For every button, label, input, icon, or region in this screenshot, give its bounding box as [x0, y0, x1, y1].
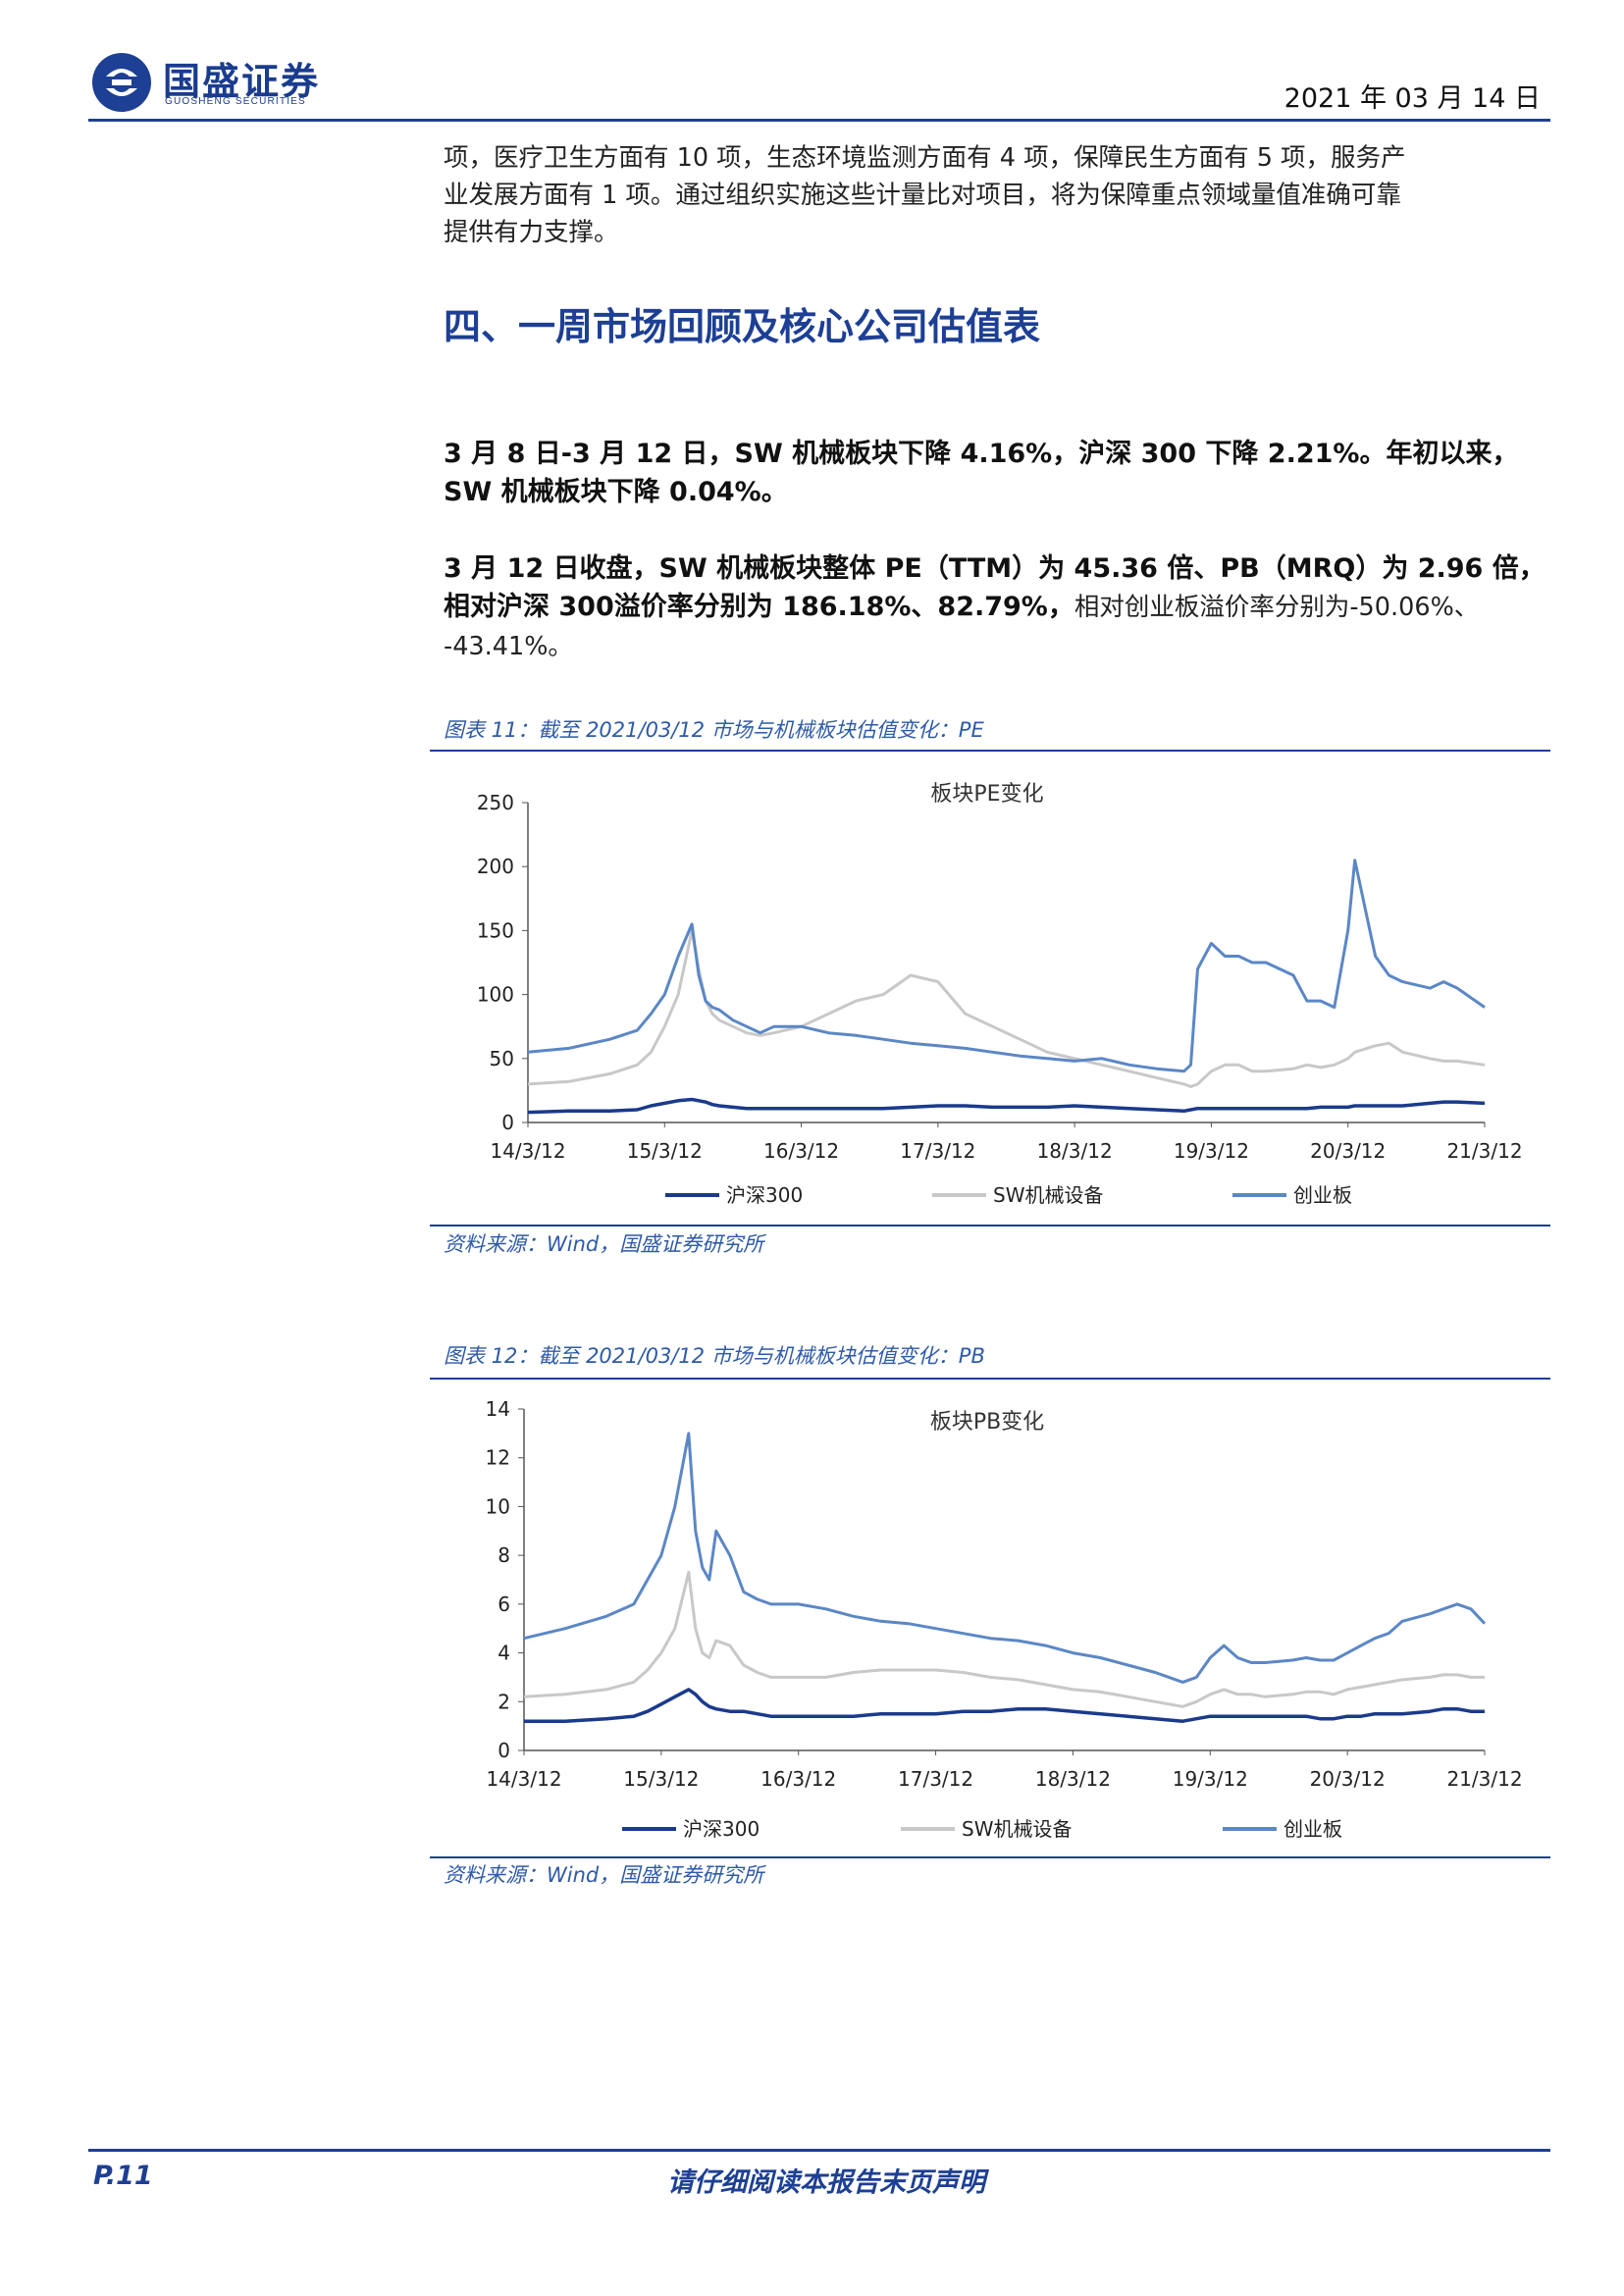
paragraph-line: 提供有力支撑。 [444, 218, 619, 247]
y-tick-label: 8 [498, 1543, 510, 1567]
figure-caption: 图表 12：截至 2021/03/12 市场与机械板块估值变化：PB [444, 1344, 985, 1368]
x-tick-label: 15/3/12 [623, 1767, 699, 1791]
y-tick-label: 0 [501, 1111, 514, 1134]
y-tick-label: 150 [477, 918, 514, 942]
figure-source: 资料来源：Wind，国盛证券研究所 [444, 1232, 764, 1256]
figure-source: 资料来源：Wind，国盛证券研究所 [444, 1863, 764, 1887]
y-tick-label: 12 [486, 1446, 510, 1470]
pb-line-chart: 板块PB变化 0 2 4 6 8 10 12 14 14/3/12 15/3/12 16/3/12 17… [486, 1397, 1523, 1841]
company-logo-subtext: GUOSHENG SECURITIES [165, 96, 306, 107]
footer-divider [88, 2149, 1550, 2152]
legend-label: SW机械设备 [962, 1817, 1072, 1841]
y-tick-label: 10 [486, 1494, 510, 1518]
series-line-sw-machinery [527, 928, 1486, 1088]
series-line-sw-machinery [523, 1571, 1485, 1708]
x-tick-label: 20/3/12 [1310, 1767, 1386, 1791]
series-line-hs300 [527, 1097, 1486, 1115]
x-tick-label: 21/3/12 [1446, 1767, 1522, 1791]
figure-top-rule [430, 1378, 1550, 1380]
summary-line: 相对沪深 300溢价率分别为 186.18%、82.79%，相对创业板溢价率分别… [444, 588, 1550, 627]
paragraph-line: 业发展方面有 1 项。通过组织实施这些计量比对项目，将为保障重点领域量值准确可靠 [444, 181, 1401, 210]
x-tick-label: 17/3/12 [898, 1767, 973, 1791]
y-tick-label: 14 [486, 1397, 510, 1421]
x-tick-label: 19/3/12 [1174, 1139, 1249, 1163]
figure-bottom-rule [430, 1856, 1550, 1858]
legend-label: 创业板 [1283, 1817, 1342, 1841]
paragraph-line: 项，医疗卫生方面有 10 项，生态环境监测方面有 4 项，保障民生方面有 5 项… [444, 143, 1406, 173]
chart-title: 板块PB变化 [930, 1410, 1044, 1435]
section-title: 四、一周市场回顾及核心公司估值表 [444, 304, 1041, 348]
summary-line: 3 月 12 日收盘，SW 机械板块整体 PE（TTM）为 45.36 倍、PB… [444, 553, 1545, 584]
disclaimer-note: 请仔细阅读本报告末页声明 [667, 2167, 985, 2198]
summary-line: SW 机械板块下降 0.04%。 [444, 477, 788, 507]
figure-top-rule [430, 750, 1550, 752]
x-tick-label: 16/3/12 [760, 1767, 836, 1791]
series-line-hs300 [524, 1688, 1485, 1723]
y-tick-label: 6 [498, 1592, 510, 1616]
x-tick-label: 20/3/12 [1310, 1139, 1386, 1163]
figure-bottom-rule [430, 1225, 1550, 1226]
x-tick-label: 14/3/12 [486, 1767, 561, 1791]
summary-normal-part: 相对创业板溢价率分别为-50.06%、 [1074, 593, 1480, 622]
summary-line: -43.41%。 [444, 632, 573, 661]
series-line-chinext [523, 1432, 1487, 1684]
x-tick-label: 16/3/12 [763, 1139, 839, 1163]
x-tick-label: 17/3/12 [900, 1139, 975, 1163]
summary-bold-part: 相对沪深 300溢价率分别为 186.18%、82.79%， [444, 592, 1074, 622]
header-divider [88, 119, 1550, 122]
pe-line-chart: 板块PE变化 0 50 100 150 200 250 14/3/12 15/3/12 16/3/… [477, 782, 1523, 1207]
x-tick-label: 15/3/12 [627, 1139, 703, 1163]
y-tick-label: 100 [477, 983, 514, 1007]
y-tick-label: 250 [477, 791, 514, 814]
y-tick-label: 50 [490, 1047, 514, 1070]
report-date: 2021 年 03 月 14 日 [1283, 83, 1541, 114]
summary-line: 3 月 8 日-3 月 12 日，SW 机械板块下降 4.16%，沪深 300 … [444, 439, 1519, 469]
x-tick-label: 18/3/12 [1037, 1139, 1113, 1163]
series-line-chinext [527, 859, 1486, 1073]
x-tick-label: 19/3/12 [1173, 1767, 1248, 1791]
y-tick-label: 0 [498, 1739, 510, 1762]
y-tick-label: 200 [477, 855, 514, 878]
company-logo-text: 国盛证券 [163, 60, 321, 103]
x-tick-label: 18/3/12 [1035, 1767, 1111, 1791]
x-tick-label: 21/3/12 [1446, 1139, 1522, 1163]
legend-label: SW机械设备 [993, 1183, 1103, 1207]
y-tick-label: 4 [498, 1642, 510, 1665]
x-tick-label: 14/3/12 [490, 1139, 565, 1163]
legend-label: 沪深300 [726, 1183, 803, 1207]
figure-caption: 图表 11：截至 2021/03/12 市场与机械板块估值变化：PE [444, 718, 984, 742]
chart-title: 板块PE变化 [930, 782, 1043, 807]
y-tick-label: 2 [498, 1690, 510, 1713]
legend-label: 创业板 [1293, 1183, 1352, 1207]
guosheng-logo-icon [92, 53, 151, 112]
page-number: P.11 [93, 2161, 153, 2191]
legend-label: 沪深300 [683, 1817, 760, 1841]
